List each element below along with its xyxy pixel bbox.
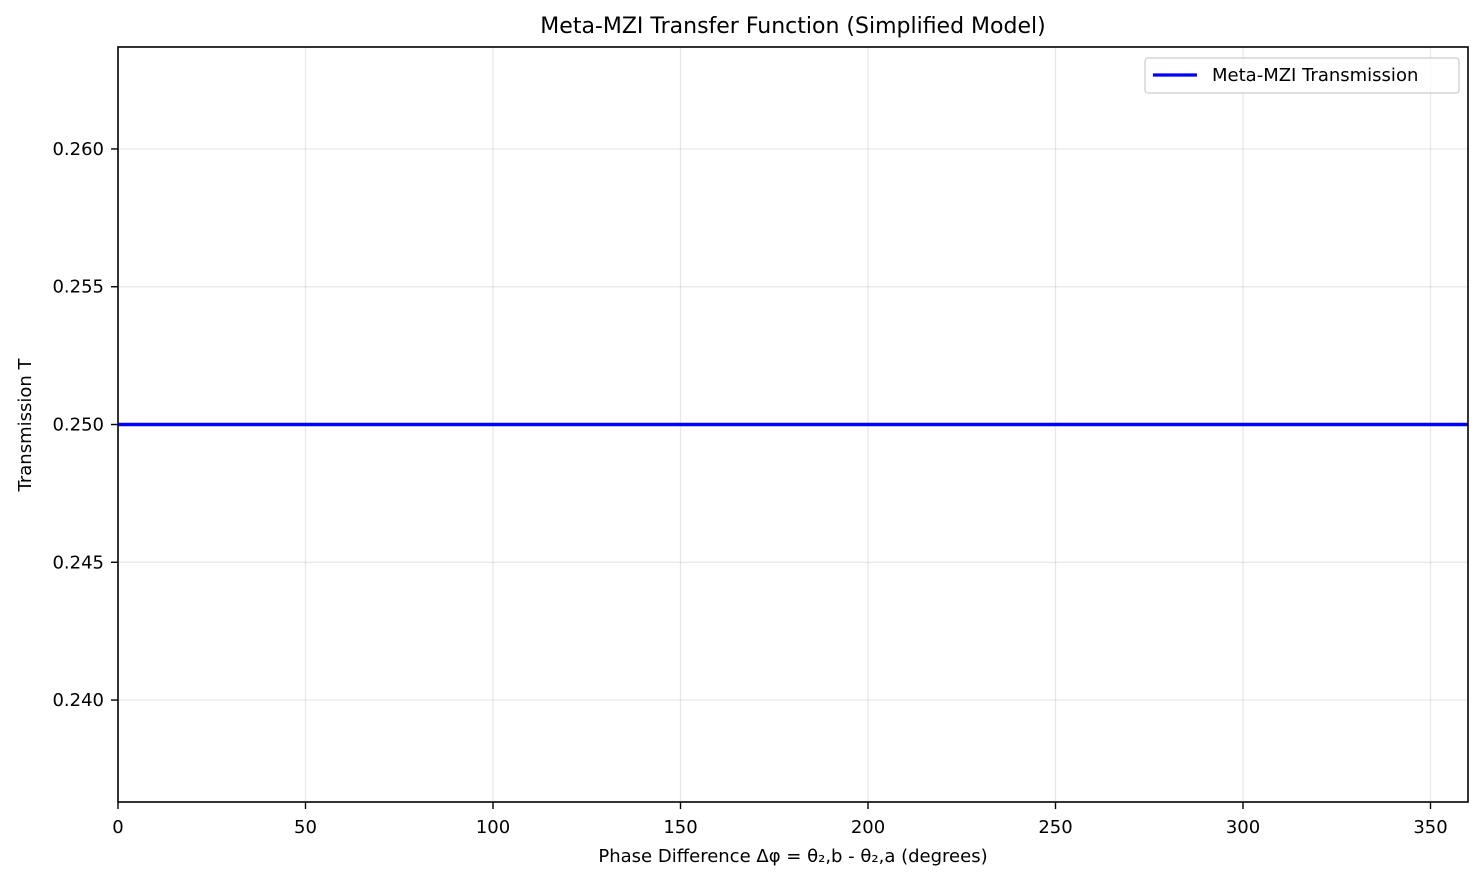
legend: Meta-MZI Transmission — [1144, 57, 1460, 94]
x-tick-label: 350 — [1413, 817, 1447, 838]
x-tick-label: 200 — [851, 817, 885, 838]
legend-entry-label: Meta-MZI Transmission — [1212, 65, 1418, 86]
x-tick-label: 50 — [294, 817, 317, 838]
chart-title: Meta-MZI Transfer Function (Simplified M… — [540, 14, 1045, 39]
x-tick-label: 0 — [112, 817, 123, 838]
y-tick-label: 0.250 — [52, 415, 104, 436]
y-tick-label: 0.240 — [52, 690, 104, 711]
y-axis-label: Transmission T — [15, 357, 36, 492]
legend-box — [1144, 57, 1460, 94]
x-tick-label: 250 — [1038, 817, 1072, 838]
y-tick-label: 0.255 — [52, 277, 104, 298]
y-tick-label: 0.245 — [52, 552, 104, 573]
x-axis-label: Phase Difference Δφ = θ₂,b - θ₂,a (degre… — [598, 846, 987, 867]
y-tick-label: 0.260 — [52, 139, 104, 160]
x-axis-ticks: 0 50 100 150 200 250 300 350 — [112, 802, 1448, 838]
x-tick-label: 300 — [1226, 817, 1260, 838]
y-axis-ticks: 0.240 0.245 0.250 0.255 0.260 — [52, 139, 118, 711]
x-tick-label: 150 — [663, 817, 697, 838]
x-tick-label: 100 — [476, 817, 510, 838]
